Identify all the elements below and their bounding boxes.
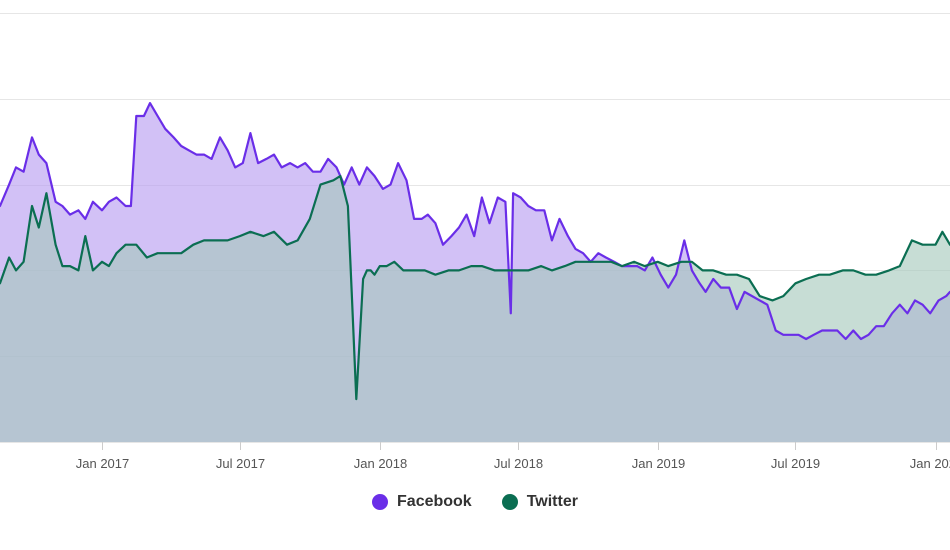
legend-item-twitter[interactable]: Twitter [501, 493, 578, 511]
legend: Facebook Twitter [0, 493, 950, 511]
x-tick-label: Jul 2017 [216, 456, 265, 471]
x-tick-label: Jan 2018 [354, 456, 408, 471]
series-lines [0, 102, 950, 401]
x-tick-label: Jan 2019 [632, 456, 686, 471]
twitter-legend-dot-icon [501, 494, 518, 510]
legend-item-facebook[interactable]: Facebook [372, 493, 472, 511]
twitter-line [0, 174, 950, 401]
x-tick-label: Jan 2017 [76, 456, 130, 471]
x-axis: Jan 2017 Jul 2017 Jan 2018 Jul 2018 Jan 2019… [76, 442, 950, 471]
series-areas [0, 103, 950, 442]
facebook-legend-dot-icon [372, 494, 389, 510]
twitter-area [0, 176, 950, 442]
x-tick-label: Jan 2020 [910, 456, 950, 471]
legend-label-facebook: Facebook [397, 493, 472, 510]
x-tick-label: Jul 2019 [771, 456, 820, 471]
x-tick-label: Jul 2018 [494, 456, 543, 471]
facebook-line [0, 102, 950, 341]
legend-label-twitter: Twitter [526, 493, 578, 510]
